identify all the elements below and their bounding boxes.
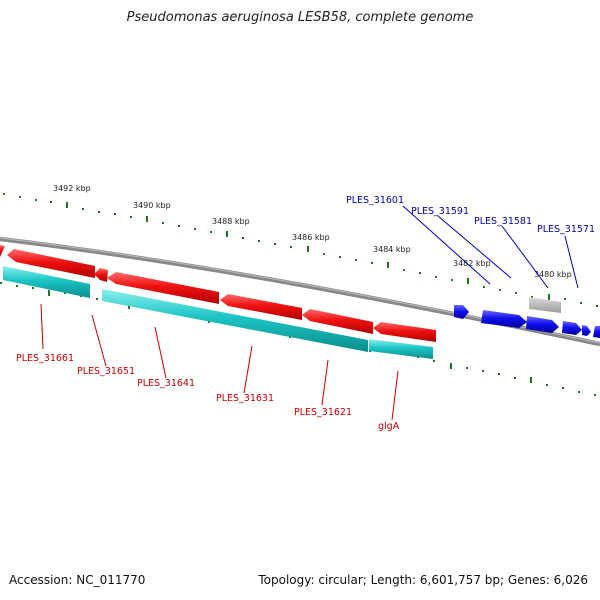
gene-feature[interactable]	[107, 272, 219, 304]
tick-label-3490: 3490 kbp	[133, 201, 171, 210]
gene-label-ples-31651[interactable]: PLES_31651	[77, 366, 135, 377]
gene-feature[interactable]	[373, 322, 436, 342]
reverse-gene-labels: PLES_31661 PLES_31651 PLES_31641 PLES_31…	[16, 353, 400, 432]
gene-label-ples-31641[interactable]: PLES_31641	[137, 378, 195, 389]
gene-label-ples-31661[interactable]: PLES_31661	[16, 353, 74, 364]
gene-feature[interactable]	[302, 309, 373, 334]
gene-label-glga[interactable]: glgA	[378, 421, 400, 432]
gene-label-ples-31591[interactable]: PLES_31591	[411, 206, 469, 217]
gene-feature[interactable]	[481, 310, 527, 328]
reverse-cds-track	[0, 245, 436, 342]
tick-label-3492: 3492 kbp	[53, 184, 91, 193]
kbp-labels: 3492 kbp 3490 kbp 3488 kbp 3486 kbp 3484…	[53, 184, 572, 279]
gene-feature[interactable]	[220, 294, 302, 320]
forward-cds-track	[454, 305, 600, 338]
gene-feature[interactable]	[369, 339, 433, 359]
gene-feature[interactable]	[102, 289, 368, 352]
forward-label-pointers	[402, 205, 579, 289]
gene-feature[interactable]	[0, 245, 5, 257]
accession-footer: Accession: NC_011770	[9, 573, 145, 587]
forward-gene-labels: PLES_31601 PLES_31591 PLES_31581 PLES_31…	[346, 195, 595, 235]
tick-label-3482: 3482 kbp	[453, 259, 491, 268]
gene-label-ples-31581[interactable]: PLES_31581	[474, 216, 532, 227]
gene-feature[interactable]	[94, 268, 108, 282]
accession-label: Accession:	[9, 573, 73, 587]
tick-label-3488: 3488 kbp	[212, 217, 250, 226]
inner-tick-ring	[0, 282, 596, 396]
tick-label-3480: 3480 kbp	[534, 270, 572, 279]
genome-title: Pseudomonas aeruginosa LESB58, complete …	[126, 10, 474, 25]
gene-feature[interactable]	[526, 316, 559, 333]
gene-feature[interactable]	[7, 249, 95, 278]
tick-label-3486: 3486 kbp	[292, 233, 330, 242]
reverse-label-pointers	[40, 303, 399, 421]
outer-tick-ring	[3, 193, 598, 307]
pseudo-gene-feature[interactable]	[529, 297, 561, 313]
gene-feature[interactable]	[3, 266, 90, 298]
gene-feature[interactable]	[562, 321, 582, 335]
gene-label-ples-31601[interactable]: PLES_31601	[346, 195, 404, 206]
gene-feature[interactable]	[582, 325, 591, 336]
genome-summary: Topology: circular; Length: 6,601,757 bp…	[258, 573, 588, 587]
gene-feature[interactable]	[593, 326, 600, 338]
gene-label-ples-31621[interactable]: PLES_31621	[294, 407, 352, 418]
tick-label-3484: 3484 kbp	[373, 245, 411, 254]
gene-label-ples-31631[interactable]: PLES_31631	[216, 393, 274, 404]
reverse-rna-track	[3, 266, 433, 359]
accession-value: NC_011770	[76, 573, 146, 587]
gene-label-ples-31571[interactable]: PLES_31571	[537, 224, 595, 235]
gene-feature[interactable]	[454, 305, 469, 319]
